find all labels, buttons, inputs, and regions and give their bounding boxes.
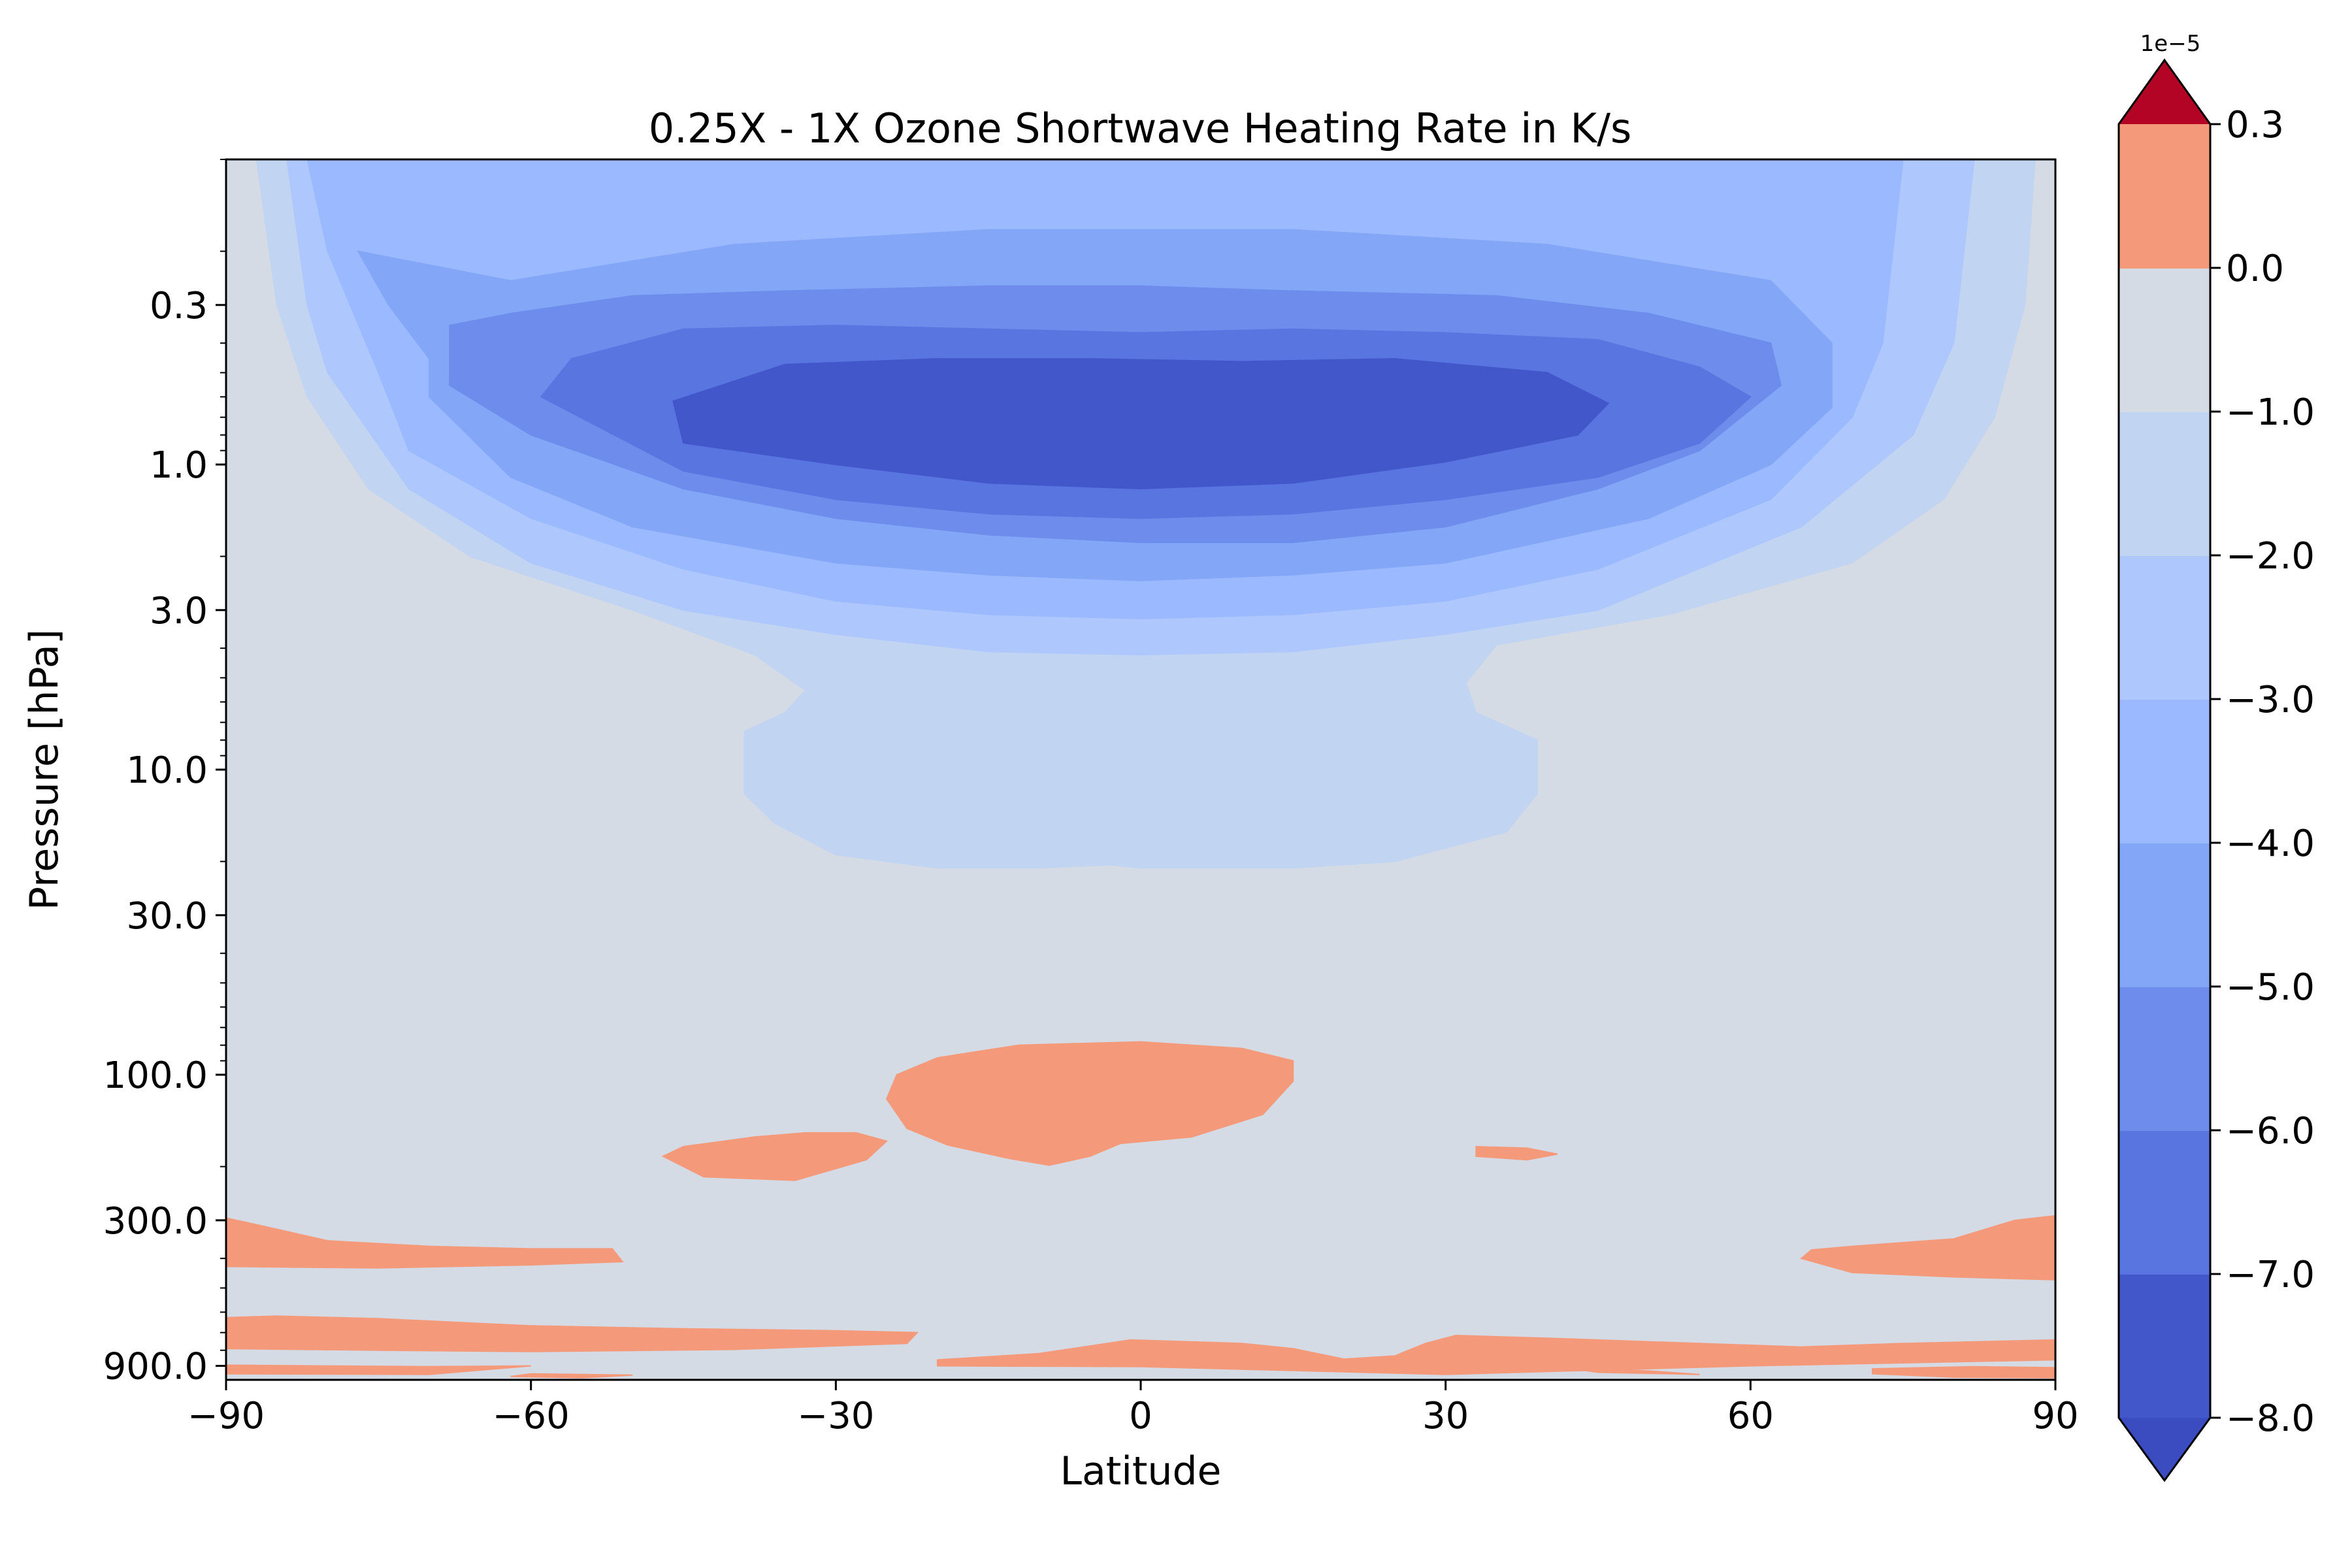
chart-title: 0.25X - 1X Ozone Shortwave Heating Rate … (649, 105, 1632, 152)
x-tick-label: −30 (797, 1395, 874, 1437)
y-tick-label: 3.0 (150, 590, 208, 632)
y-tick-label: 300.0 (103, 1200, 208, 1243)
contour-regions (226, 159, 2055, 1379)
colorbar-band-0 (2119, 1274, 2210, 1418)
x-tick-label: 0 (1129, 1395, 1152, 1437)
colorbar-band-3 (2119, 843, 2210, 987)
colorbar-tick-label: −8.0 (2226, 1397, 2315, 1440)
y-tick-label: 10.0 (126, 749, 208, 792)
contour-region-15 (510, 1373, 633, 1379)
colorbar: 1e−5 −8.0 −7.0 −6.0 −5.0 −4.0 −3.0 −2.0 −1.0 0.0… (2117, 31, 2315, 1482)
contour-region-14 (226, 1364, 531, 1375)
colorbar-tick-label: 0.0 (2226, 248, 2284, 290)
colorbar-band-6 (2119, 412, 2210, 556)
colorbar-tick-label: −3.0 (2226, 679, 2315, 721)
x-tick-label: −60 (493, 1395, 570, 1437)
colorbar-extend-max (2119, 60, 2210, 124)
x-axis-label: Latitude (1060, 1448, 1222, 1494)
x-tick-label: −90 (188, 1395, 265, 1437)
colorbar-extend-min (2119, 1418, 2210, 1480)
contour-region-6 (672, 358, 1610, 490)
contour-region-10 (226, 1217, 624, 1269)
colorbar-tick-label: −1.0 (2226, 391, 2315, 434)
contour-region-16 (1567, 1367, 1700, 1375)
colorbar-band-2 (2119, 987, 2210, 1131)
colorbar-band-8 (2119, 124, 2210, 269)
contour-region-8 (661, 1132, 889, 1181)
colorbar-tick-label: −4.0 (2226, 823, 2315, 865)
contour-region-17 (1872, 1365, 2055, 1379)
y-tick-label: 100.0 (103, 1054, 208, 1097)
colorbar-band-1 (2119, 1130, 2210, 1275)
x-tick-label: 90 (2032, 1395, 2078, 1437)
y-axis: 0.3 1.0 3.0 10.0 30.0 100.0 300.0 900.0 (103, 159, 226, 1388)
contour-region-9 (1475, 1145, 1558, 1161)
colorbar-tick-label: −6.0 (2226, 1110, 2315, 1152)
y-tick-label: 900.0 (103, 1346, 208, 1388)
y-tick-label: 30.0 (126, 895, 208, 938)
contour-region-11 (1800, 1215, 2055, 1281)
x-tick-label: 60 (1727, 1395, 1774, 1437)
colorbar-band-5 (2119, 555, 2210, 700)
colorbar-tick-label: −7.0 (2226, 1254, 2315, 1296)
contour-region-13 (936, 1334, 2055, 1375)
contour-region-12 (226, 1315, 919, 1352)
colorbar-tick-label: −5.0 (2226, 966, 2315, 1009)
contour-region-7 (885, 1041, 1294, 1166)
plot-area (225, 158, 2057, 1381)
y-tick-label: 0.3 (150, 285, 208, 327)
y-tick-label: 1.0 (150, 444, 208, 487)
colorbar-band-4 (2119, 699, 2210, 843)
x-tick-label: 30 (1422, 1395, 1469, 1437)
y-axis-label: Pressure [hPa] (22, 629, 67, 910)
colorbar-offset-text: 1e−5 (2140, 31, 2201, 57)
colorbar-band-7 (2119, 268, 2210, 412)
x-axis: −90 −60 −30 0 30 60 90 (188, 1380, 2079, 1437)
colorbar-tick-label: −2.0 (2226, 535, 2315, 578)
colorbar-tick-label: 0.3 (2226, 104, 2284, 146)
